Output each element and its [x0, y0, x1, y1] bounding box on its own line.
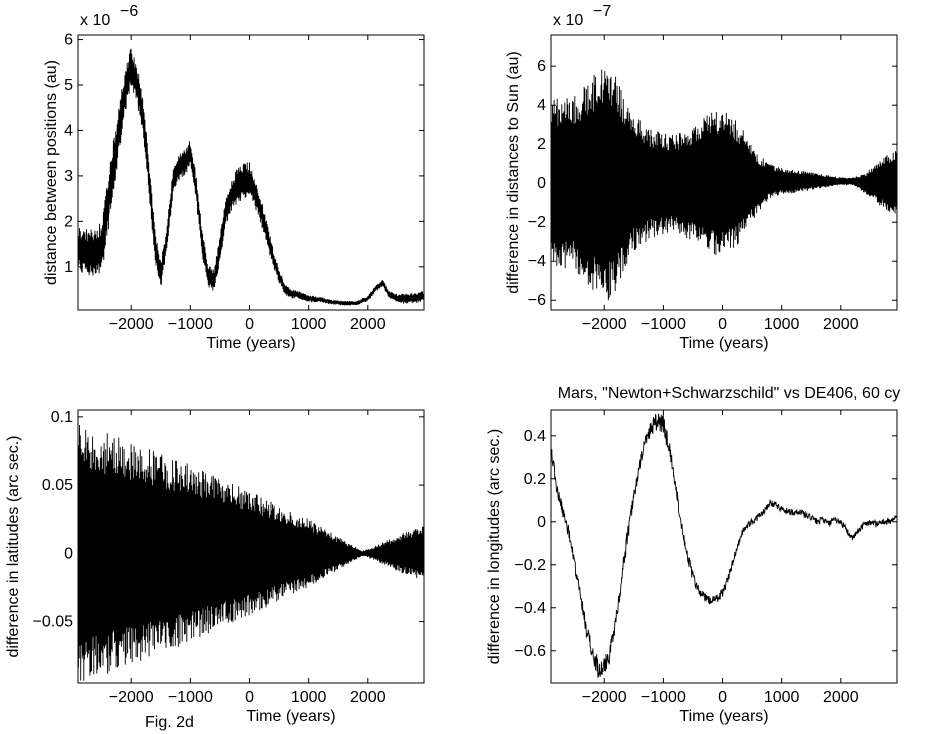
y-tick-label: 0: [64, 545, 73, 562]
x-tick-label: −1000: [168, 316, 213, 333]
x-tick-label: 0: [245, 689, 254, 706]
exponent-power: −7: [593, 3, 611, 20]
y-tick-label: −0.05: [33, 614, 74, 631]
chart-title: Mars, "Newton+Schwarzschild" vs DE406, 6…: [558, 385, 901, 402]
x-tick-label: 1000: [764, 316, 800, 333]
y-tick-label: −2: [528, 214, 546, 231]
x-tick-label: 0: [718, 689, 727, 706]
axes-box: [77, 34, 425, 311]
x-tick-label: 0: [245, 316, 254, 333]
exponent-label: x 10: [80, 12, 110, 29]
y-tick-label: −6: [528, 292, 546, 309]
series-line: [551, 413, 897, 678]
y-tick-label: 0: [537, 175, 546, 192]
y-axis-label: difference in distances to Sun (au): [505, 51, 522, 294]
x-tick-label: 2000: [823, 689, 859, 706]
y-tick-label: −0.4: [514, 600, 546, 617]
y-tick-label: 0.1: [51, 409, 73, 426]
y-tick-label: −0.2: [514, 557, 546, 574]
y-tick-label: 4: [64, 122, 73, 139]
y-tick-label: 5: [64, 77, 73, 94]
exponent-power: −6: [120, 3, 138, 20]
y-tick-label: 0.4: [524, 428, 546, 445]
x-tick-label: 2000: [823, 316, 859, 333]
x-tick-label: 1000: [291, 316, 327, 333]
y-tick-label: 0.2: [524, 471, 546, 488]
x-tick-label: −2000: [109, 689, 154, 706]
y-axis-label: distance between positions (au): [43, 60, 60, 285]
y-tick-label: 3: [64, 168, 73, 185]
y-tick-label: 1: [64, 259, 73, 276]
chart-tl: −2000 −1000 0 1000 2000 1 2 3 4 5 6 Time (years) dis…: [43, 3, 425, 352]
y-tick-label: 0: [537, 514, 546, 531]
chart-br: −2000 −1000 0 1000 2000 −0.6 −0.4 −0.2 0 0.2 0.4 Ti…: [486, 385, 900, 725]
y-axis-label: difference in longitudes (arc sec.): [486, 429, 503, 664]
figure-caption: Fig. 2d: [145, 714, 194, 731]
axes-box: [550, 34, 898, 311]
chart-bl: −2000 −1000 0 1000 2000 −0.05 0 0.05 0.1 Time (ye…: [5, 409, 425, 725]
series-line: [551, 69, 897, 301]
y-tick-label: 2: [64, 213, 73, 230]
x-tick-label: −2000: [109, 316, 154, 333]
y-tick-label: −4: [528, 253, 546, 270]
x-tick-label: 2000: [350, 689, 386, 706]
x-tick-label: 0: [718, 316, 727, 333]
y-tick-label: −0.6: [514, 643, 546, 660]
x-axis-label: Time (years): [206, 335, 295, 352]
y-tick-label: 6: [537, 58, 546, 75]
x-tick-label: −1000: [168, 689, 213, 706]
x-tick-label: −2000: [582, 689, 627, 706]
x-axis-label: Time (years): [679, 708, 768, 725]
x-tick-label: 1000: [764, 689, 800, 706]
x-tick-label: −2000: [582, 316, 627, 333]
x-axis-label: Time (years): [679, 335, 768, 352]
axes-box: [550, 409, 898, 684]
x-axis-label: Time (years): [246, 708, 335, 725]
y-tick-label: 0.05: [42, 477, 73, 494]
y-tick-label: 4: [537, 97, 546, 114]
series-line: [78, 424, 424, 681]
x-tick-label: 1000: [291, 689, 327, 706]
y-axis-label: difference in latitudes (arc sec.): [5, 435, 22, 657]
exponent-label: x 10: [553, 12, 583, 29]
axes-box: [77, 409, 425, 684]
chart-tr: −2000 −1000 0 1000 2000 −6 −4 −2 0 2 4 6 Time (years…: [505, 3, 898, 352]
x-tick-label: −1000: [641, 689, 686, 706]
y-tick-label: 2: [537, 136, 546, 153]
y-tick-label: 6: [64, 32, 73, 49]
series-line: [78, 48, 424, 306]
x-tick-label: −1000: [641, 316, 686, 333]
x-tick-label: 2000: [350, 316, 386, 333]
